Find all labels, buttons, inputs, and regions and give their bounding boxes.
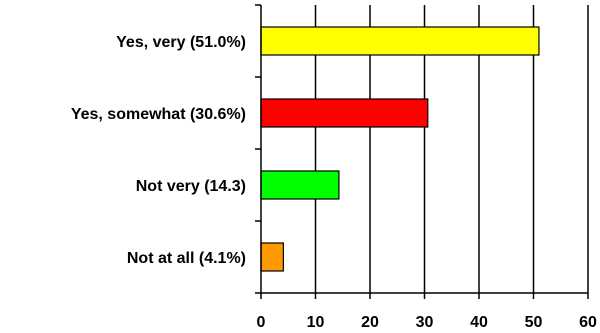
x-tick-labels: 0 10 20 30 40 50 60 xyxy=(257,314,597,331)
x-tick-label: 0 xyxy=(257,314,266,331)
bars xyxy=(260,26,540,272)
x-tick-label: 50 xyxy=(525,314,543,331)
bar-2 xyxy=(260,170,340,200)
category-label: Not at all (4.1%) xyxy=(127,250,246,267)
category-labels: Yes, very (51.0%) Yes, somewhat (30.6%) No… xyxy=(71,34,246,267)
bar-1 xyxy=(260,98,429,128)
x-tick-label: 40 xyxy=(470,314,488,331)
x-tick-label: 30 xyxy=(416,314,434,331)
category-label: Yes, somewhat (30.6%) xyxy=(71,106,246,123)
x-tick-label: 10 xyxy=(307,314,325,331)
bar-3 xyxy=(260,242,284,272)
x-tick-label: 60 xyxy=(579,314,597,331)
axes xyxy=(255,4,589,299)
category-label: Yes, very (51.0%) xyxy=(116,34,246,51)
x-tick-label: 20 xyxy=(361,314,379,331)
category-label: Not very (14.3) xyxy=(136,178,246,195)
bar-0 xyxy=(260,26,540,56)
